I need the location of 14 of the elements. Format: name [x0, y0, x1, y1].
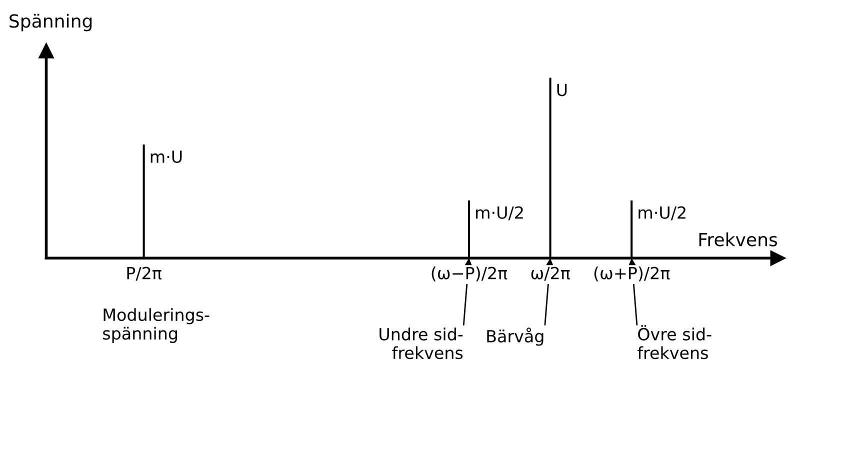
annotation: Bärvåg — [487, 328, 544, 346]
x-tick-label: (ω−P)/2π — [432, 266, 508, 282]
x-axis-title: Frekvens — [699, 232, 778, 246]
x-tick-label: P/2π — [127, 266, 162, 281]
text: Modulerings- spänning — [103, 308, 210, 343]
annotation: Undre sid- frekvens — [380, 328, 463, 360]
annotation: m·U/2 — [476, 206, 523, 220]
y-axis-title: Spänning — [10, 14, 92, 32]
annotation: m·U — [150, 150, 182, 163]
x-tick-label: (ω+P)/2π — [594, 266, 670, 282]
annotation: Övre sid- frekvens — [638, 325, 712, 360]
annotation: U — [557, 84, 567, 96]
annotation: m·U/2 — [638, 206, 686, 220]
x-tick-label: ω/2π — [531, 266, 570, 281]
